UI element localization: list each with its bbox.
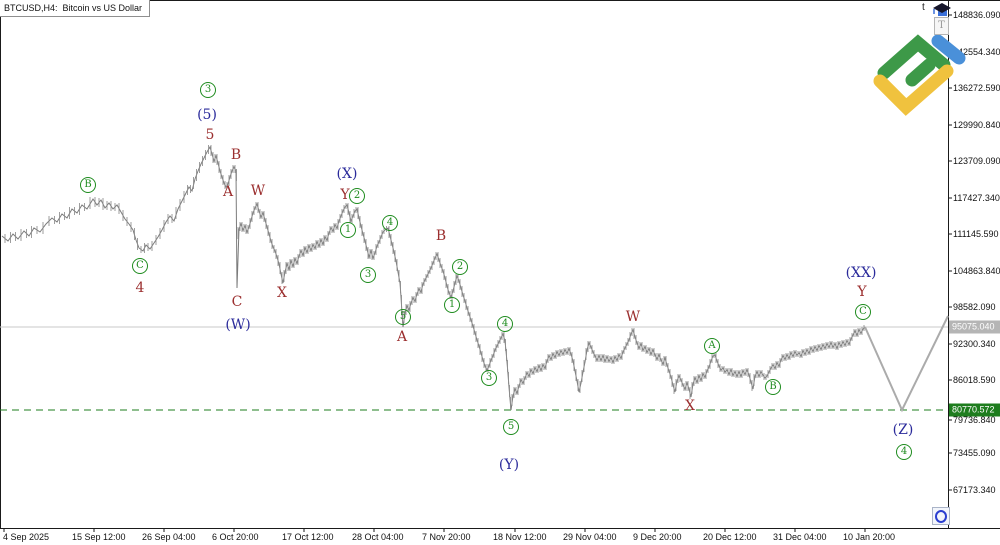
- wave-label-red: Y: [340, 187, 350, 203]
- time-axis-label: 9 Dec 20:00: [633, 532, 682, 542]
- time-axis-label: 31 Dec 04:00: [773, 532, 827, 542]
- wave-label-circled: 4: [896, 444, 912, 460]
- price-axis-label: 104863.840: [953, 266, 1000, 276]
- text-label-object-icon[interactable]: T: [934, 17, 949, 35]
- time-axis-label: 20 Dec 12:00: [703, 532, 757, 542]
- time-axis-label: 17 Oct 12:00: [282, 532, 334, 542]
- price-axis-label: 67173.340: [953, 485, 996, 495]
- wave-label-red: X: [277, 285, 287, 301]
- price-axis-label: 136272.590: [953, 83, 1000, 93]
- wave-label-blue: (XX): [845, 265, 877, 281]
- price-axis-label: 111145.590: [953, 229, 999, 239]
- time-axis-label: 15 Sep 12:00: [72, 532, 126, 542]
- wave-label-red: C: [231, 294, 243, 310]
- current-price-badge: 95075.040: [949, 320, 1000, 334]
- price-axis-label: 129990.840: [953, 120, 1000, 130]
- text-object-marker: t: [922, 2, 925, 13]
- wave-label-red: B: [230, 147, 242, 163]
- wave-label-circled: 5: [503, 419, 519, 435]
- wave-label-circled: 2: [452, 259, 468, 275]
- price-axis-label: 73455.090: [953, 448, 996, 458]
- wave-label-blue: (X): [336, 166, 358, 182]
- time-axis-label: 4 Sep 2025: [3, 532, 50, 542]
- price-axis-label: 98582.090: [953, 302, 996, 312]
- wave-label-blue: (Y): [498, 457, 520, 473]
- wave-label-circled: C: [132, 258, 148, 274]
- wave-label-blue: (Z): [892, 422, 914, 438]
- price-bars-texture: [4, 145, 865, 409]
- wave-label-red: W: [625, 309, 641, 325]
- wave-label-circled: 3: [360, 267, 376, 283]
- wave-label-circled: 3: [481, 370, 497, 386]
- support-level-badge: 80770.572: [949, 403, 1000, 417]
- time-axis-label: 28 Oct 04:00: [352, 532, 404, 542]
- time-axis-label: 6 Oct 20:00: [212, 532, 259, 542]
- price-axis-label: 117427.340: [953, 193, 1000, 203]
- time-axis-label: 18 Nov 12:00: [493, 532, 547, 542]
- symbol-timeframe-label: BTCUSD,H4: Bitcoin vs US Dollar: [0, 0, 151, 17]
- wave-label-blue: (W): [225, 317, 251, 333]
- time-axis-label: 7 Nov 20:00: [422, 532, 471, 542]
- price-axis-label: 92300.340: [953, 339, 996, 349]
- wave-label-red: Y: [857, 284, 867, 300]
- wave-label-red: X: [685, 398, 695, 414]
- wave-label-red: W: [250, 183, 266, 199]
- time-axis-label: 29 Nov 04:00: [563, 532, 617, 542]
- wave-label-blue: (5): [197, 107, 217, 123]
- wave-label-circled: C: [855, 304, 871, 320]
- wave-label-circled: 4: [382, 215, 398, 231]
- price-axis-label: 86018.590: [953, 375, 996, 385]
- wave-label-red: 5: [205, 127, 215, 143]
- time-axis-label: 26 Sep 04:00: [142, 532, 196, 542]
- ellipse-object-button[interactable]: [932, 507, 950, 525]
- wave-label-red: 4: [135, 280, 145, 296]
- wave-label-circled: 3: [200, 82, 216, 98]
- wave-label-circled: 1: [340, 222, 356, 238]
- wave-label-red: A: [222, 184, 234, 200]
- price-axis-label: 148836.090: [953, 10, 1000, 20]
- wave-label-red: B: [435, 228, 447, 244]
- price-axis-label: 123709.090: [953, 156, 1000, 166]
- price-axis-label: 79736.840: [953, 415, 996, 425]
- wave-label-circled: 2: [349, 188, 365, 204]
- wave-label-circled: 5: [395, 309, 411, 325]
- ellipse-icon: [935, 509, 947, 523]
- wave-label-circled: B: [765, 379, 781, 395]
- wave-label-circled: 1: [444, 297, 460, 313]
- forecast-projection-line: [864, 315, 949, 413]
- wave-label-circled: A: [704, 338, 720, 354]
- wave-label-circled: B: [80, 177, 96, 193]
- time-axis-label: 10 Jan 20:00: [843, 532, 896, 542]
- price-axis-label: 142554.340: [953, 47, 1000, 57]
- wave-label-circled: 4: [497, 316, 513, 332]
- wave-label-red: A: [396, 329, 408, 345]
